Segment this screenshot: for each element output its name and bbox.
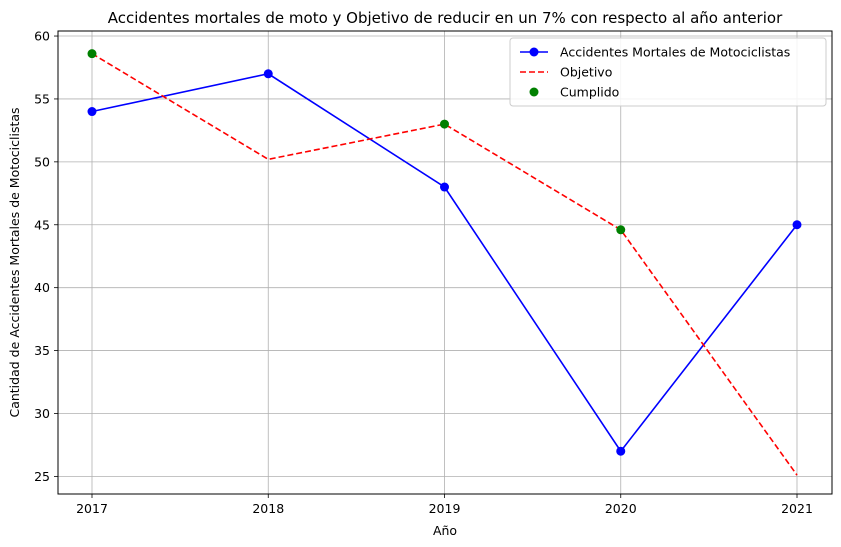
x-tick-label: 2017	[76, 501, 108, 516]
accidentes-point	[440, 182, 449, 192]
plot-frame	[57, 30, 833, 495]
legend-label: Accidentes Mortales de Motociclistas	[560, 45, 790, 60]
accidentes-point	[616, 446, 626, 456]
legend-label: Cumplido	[560, 85, 619, 100]
y-tick-label: 40	[34, 280, 50, 295]
axes: 2017 2018 2019 2020 2021 25 30 35 40 45 50 55 60	[34, 29, 813, 516]
x-axis-title: Año	[433, 523, 457, 538]
y-tick-label: 60	[34, 29, 50, 44]
cumplido-point	[87, 49, 97, 59]
x-tick-label: 2020	[605, 501, 637, 516]
y-tick-label: 50	[34, 154, 50, 169]
y-tick-label: 30	[34, 406, 50, 421]
series-layer	[87, 49, 802, 476]
accidentes-point	[792, 220, 802, 230]
legend-swatch-cumplido	[529, 87, 539, 97]
cumplido-point	[440, 119, 449, 129]
y-tick-label: 45	[34, 217, 50, 232]
y-tick-label: 35	[34, 343, 50, 358]
x-tick-label: 2021	[781, 501, 813, 516]
cumplido-point	[616, 225, 626, 235]
accidentes-point	[263, 69, 273, 79]
legend-swatch-marker	[529, 47, 539, 57]
y-axis-title: Cantidad de Accidentes Mortales de Motoc…	[7, 107, 22, 417]
objetivo-line	[91, 52, 798, 476]
legend: Accidentes Mortales de Motociclistas Obje…	[509, 37, 827, 107]
accidentes-point	[87, 107, 97, 117]
grid	[58, 31, 832, 494]
chart-title: Accidentes mortales de moto y Objetivo d…	[108, 9, 783, 27]
x-tick-label: 2019	[429, 501, 461, 516]
y-tick-label: 25	[34, 469, 50, 484]
y-tick-label: 55	[34, 91, 50, 106]
x-tick-label: 2018	[252, 501, 284, 516]
legend-box	[509, 37, 827, 107]
legend-label: Objetivo	[560, 65, 612, 80]
